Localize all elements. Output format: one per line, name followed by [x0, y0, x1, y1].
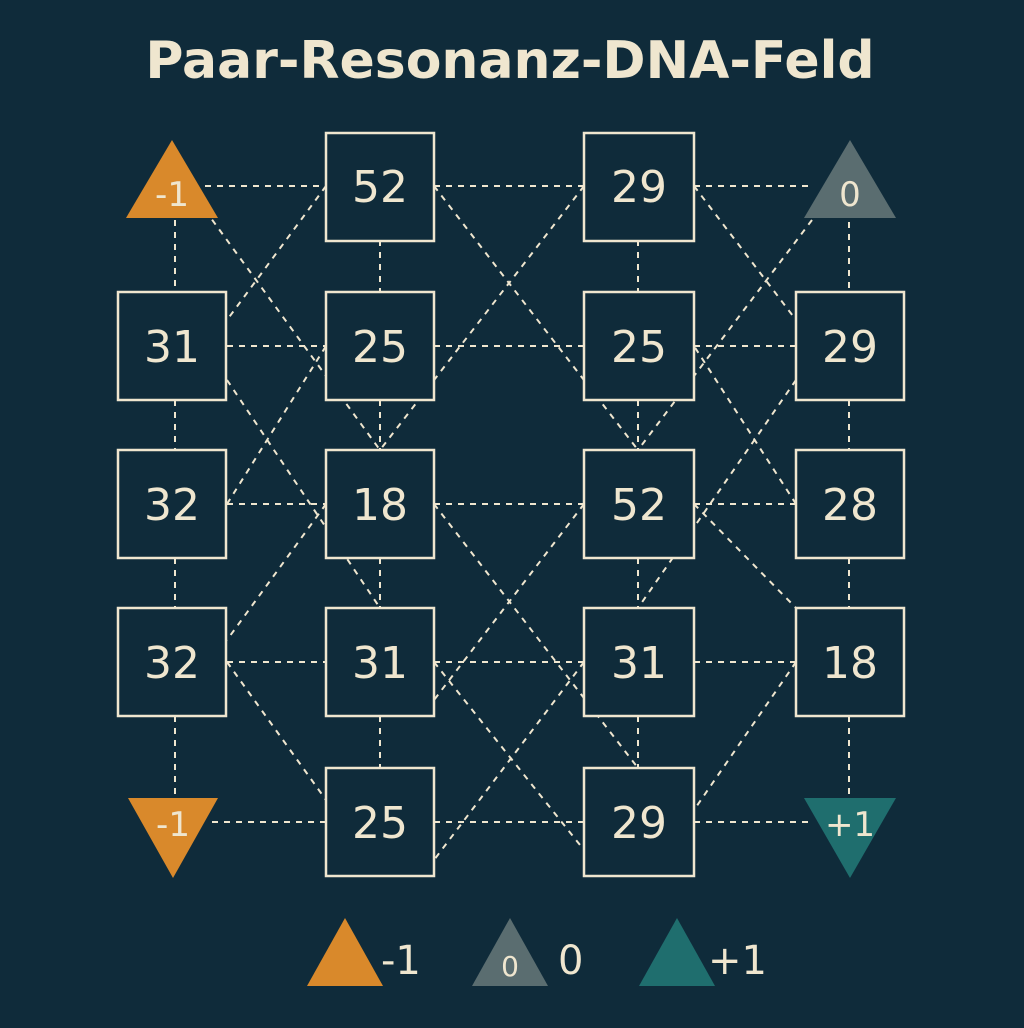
triangle-up-icon	[804, 140, 896, 218]
node-box: 29	[794, 290, 906, 402]
edge	[204, 209, 381, 451]
node-value: 18	[352, 480, 408, 531]
edge	[226, 503, 327, 641]
node-box: 31	[324, 606, 436, 718]
node-box: 32	[116, 606, 228, 718]
node-box: 29	[582, 766, 696, 878]
edge	[433, 503, 639, 769]
node-box: 25	[582, 290, 696, 402]
connection-lines	[174, 185, 850, 861]
marker-label: +1	[825, 805, 875, 845]
node-value: 32	[144, 480, 200, 531]
edge	[226, 185, 327, 321]
marker-top-left: -1	[126, 140, 218, 218]
node-value: 29	[611, 162, 667, 213]
marker-top-right: 0	[804, 140, 896, 218]
legend-item-negative: -1	[307, 918, 421, 986]
marker-label: -1	[155, 175, 189, 215]
node-value: 31	[144, 322, 200, 373]
edge	[226, 345, 327, 505]
node-value: 18	[822, 638, 878, 689]
triangle-down-icon	[128, 798, 218, 878]
legend-label: -1	[381, 938, 421, 984]
node-box: 29	[582, 131, 696, 243]
node-box: 52	[582, 448, 696, 560]
node-box: 32	[116, 448, 228, 560]
triangle-up-icon	[472, 918, 548, 986]
edge	[693, 185, 797, 321]
node-grid: 52 29 31 25 25 29 32 18	[116, 131, 906, 878]
node-value: 25	[611, 322, 667, 373]
edge	[226, 661, 327, 801]
node-box: 25	[324, 290, 436, 402]
node-box: 18	[794, 606, 906, 718]
legend-item-positive: +1	[639, 918, 767, 986]
edge	[637, 219, 813, 451]
triangle-up-icon	[307, 918, 383, 986]
node-value: 29	[822, 322, 878, 373]
node-value: 52	[611, 480, 667, 531]
marker-bottom-left: -1	[128, 798, 218, 878]
node-box: 31	[116, 290, 228, 402]
diagram-title: Paar-Resonanz-DNA-Feld	[145, 31, 874, 91]
node-value: 29	[611, 798, 667, 849]
node-value: 31	[352, 638, 408, 689]
node-box: 28	[794, 448, 906, 560]
legend-label: +1	[708, 938, 767, 984]
marker-label: 0	[839, 175, 861, 215]
node-value: 31	[611, 638, 667, 689]
node-value: 28	[822, 480, 878, 531]
legend: -1 0 0 +1	[307, 918, 767, 986]
edge	[226, 379, 381, 609]
edge	[433, 185, 639, 451]
node-box: 52	[324, 131, 436, 243]
marker-label: -1	[156, 805, 190, 845]
marker-bottom-right: +1	[804, 798, 896, 878]
triangle-down-icon	[804, 798, 896, 878]
edge	[433, 661, 585, 851]
node-box: 31	[582, 606, 696, 718]
edge	[433, 503, 585, 701]
node-value: 25	[352, 798, 408, 849]
legend-item-neutral: 0 0	[472, 918, 583, 986]
edge	[433, 661, 585, 861]
node-box: 25	[324, 766, 436, 878]
node-value: 25	[352, 322, 408, 373]
legend-icon-label: 0	[501, 950, 519, 983]
node-value: 52	[352, 162, 408, 213]
edge	[693, 661, 797, 811]
edge	[693, 345, 797, 505]
node-box: 18	[324, 448, 436, 560]
edge	[379, 185, 585, 451]
node-value: 32	[144, 638, 200, 689]
edge	[637, 379, 797, 609]
triangle-up-icon	[126, 140, 218, 218]
legend-label: 0	[558, 938, 583, 984]
triangle-up-icon	[639, 918, 715, 986]
